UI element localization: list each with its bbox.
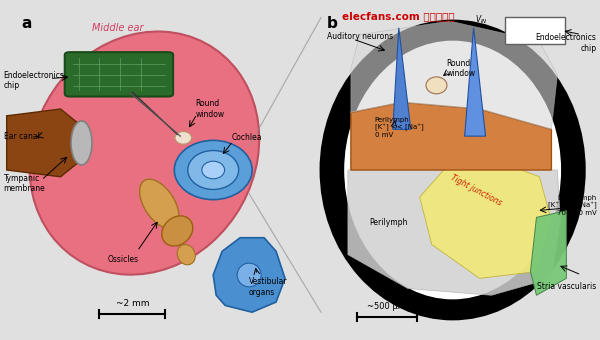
Text: ~500 μm: ~500 μm: [367, 302, 406, 311]
FancyBboxPatch shape: [505, 17, 565, 44]
Text: Ossicles: Ossicles: [108, 255, 139, 264]
Text: Middle ear: Middle ear: [92, 23, 143, 33]
Polygon shape: [393, 28, 411, 129]
Ellipse shape: [188, 151, 239, 189]
FancyBboxPatch shape: [65, 52, 173, 97]
Polygon shape: [213, 238, 285, 312]
Polygon shape: [7, 109, 82, 177]
Polygon shape: [351, 21, 557, 129]
Text: Stria vascularis: Stria vascularis: [537, 282, 596, 291]
Ellipse shape: [237, 263, 261, 287]
Text: Endoelectronics
chip: Endoelectronics chip: [535, 33, 596, 53]
Text: elecfans.com 电子发烧友: elecfans.com 电子发烧友: [342, 11, 455, 21]
Ellipse shape: [426, 77, 447, 94]
Polygon shape: [464, 28, 485, 136]
Ellipse shape: [71, 121, 92, 165]
Text: ~2 mm: ~2 mm: [116, 299, 149, 308]
Polygon shape: [348, 170, 560, 295]
Ellipse shape: [202, 161, 224, 179]
Text: Tympanic
membrane: Tympanic membrane: [4, 174, 46, 193]
Ellipse shape: [29, 32, 259, 275]
Text: Round
window: Round window: [195, 99, 224, 119]
Text: Round
window: Round window: [446, 59, 476, 78]
Ellipse shape: [162, 216, 193, 246]
Text: Ear canal: Ear canal: [4, 132, 40, 141]
Text: Auditory neurons: Auditory neurons: [327, 32, 393, 41]
Polygon shape: [420, 163, 551, 278]
Text: Tight junctions: Tight junctions: [449, 173, 504, 208]
Text: $V_{IN}$: $V_{IN}$: [475, 13, 488, 26]
Text: Vestibular
organs: Vestibular organs: [249, 277, 288, 296]
Text: b: b: [327, 16, 338, 31]
Text: Endoelectronics
chip: Endoelectronics chip: [4, 71, 65, 90]
Polygon shape: [351, 102, 551, 170]
Text: a: a: [22, 16, 32, 31]
Text: Perilymph: Perilymph: [369, 218, 407, 227]
Ellipse shape: [174, 140, 252, 200]
Text: Cochlea: Cochlea: [231, 133, 262, 142]
Text: Endolymph
[K⁺] >> [Na⁺]
70–100 mV: Endolymph [K⁺] >> [Na⁺] 70–100 mV: [548, 195, 596, 216]
Ellipse shape: [175, 131, 191, 144]
Ellipse shape: [177, 244, 196, 265]
Ellipse shape: [345, 41, 560, 299]
Ellipse shape: [140, 179, 179, 228]
Ellipse shape: [321, 21, 584, 319]
Text: Perilymph
[K⁺] << [Na⁺]
0 mV: Perilymph [K⁺] << [Na⁺] 0 mV: [375, 117, 424, 138]
Polygon shape: [530, 211, 566, 295]
Text: +: +: [464, 20, 470, 26]
